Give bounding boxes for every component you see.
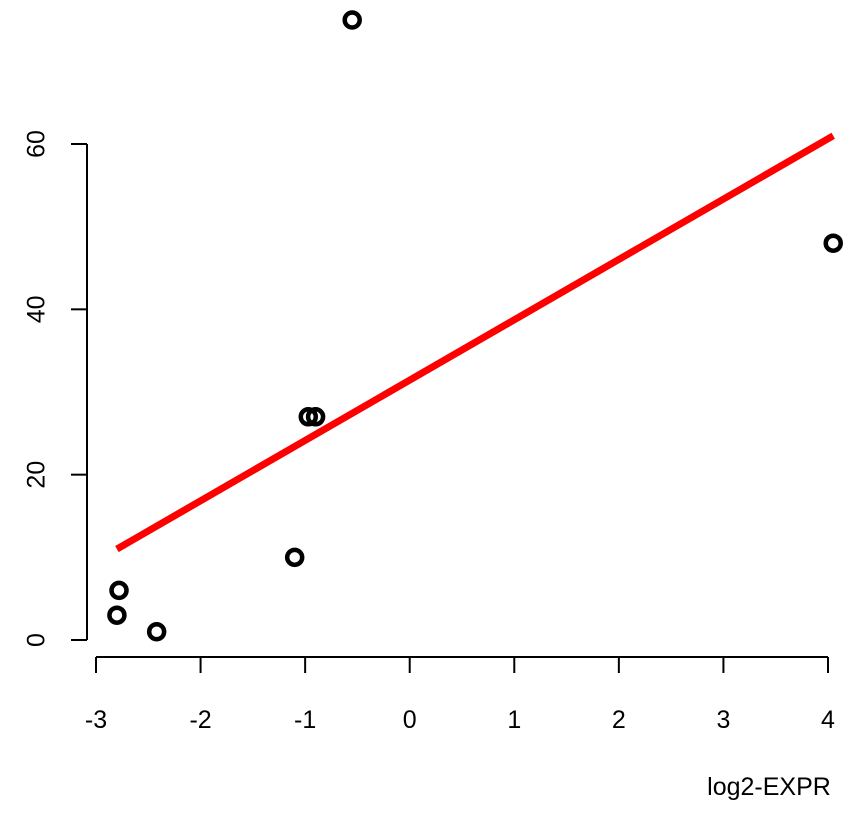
scatter-point [284,547,305,568]
chart-marks [107,10,843,642]
x-tick-label: 4 [821,706,835,734]
x-axis: -3 -2 -1 0 1 2 3 4 [85,656,835,734]
y-tick-label: 20 [23,461,51,489]
scatter-point [342,10,362,30]
y-ticks: 0 20 40 60 [23,130,87,647]
x-ticks: -3 -2 -1 0 1 2 3 4 [85,657,835,734]
y-tick-label: 60 [23,130,51,158]
scatter-point [109,580,129,601]
x-axis-title: log2-EXPR [707,773,831,801]
scatter-point [146,621,167,642]
x-tick-label: 1 [507,706,521,734]
scatter-point [823,233,843,253]
scatter-point [107,605,127,625]
scatter-point [305,407,326,427]
y-tick-label: 0 [23,633,51,647]
x-tick-label: 2 [612,706,626,734]
y-axis: 0 20 40 60 [23,130,88,647]
x-tick-label: -1 [294,706,316,734]
x-tick-label: -2 [189,706,211,734]
y-tick-label: 40 [23,295,51,323]
x-tick-label: -3 [85,706,107,734]
x-tick-label: 3 [716,706,730,734]
regression-line [115,132,835,553]
x-tick-label: 0 [403,706,417,734]
scatter-point [298,407,319,427]
